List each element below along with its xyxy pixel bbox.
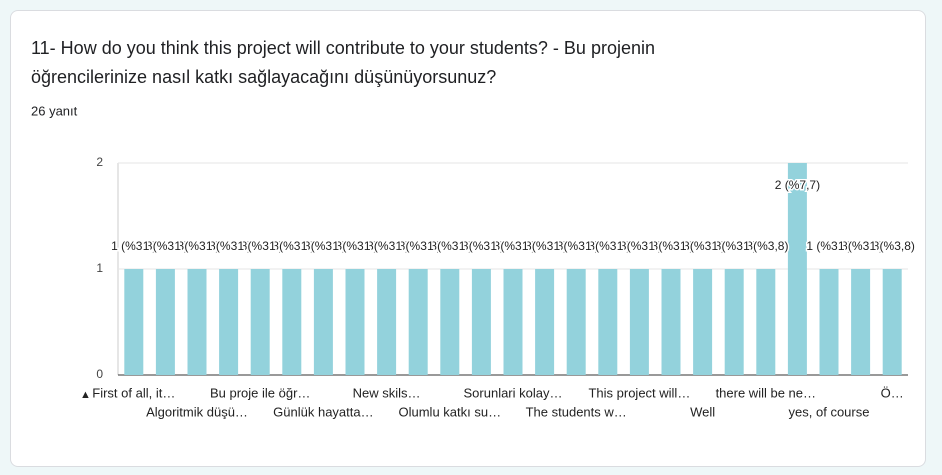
value-label: 1 (%3,8) [712,239,757,253]
value-label: 1 (%3,8) [490,239,535,253]
bar [566,269,586,375]
value-label: 1 (%3,8) [743,239,788,253]
y-tick-label: 2 [96,155,103,169]
bar [819,269,839,375]
bar [219,269,239,375]
bar [724,269,744,375]
value-label: 1 (%3,8) [269,239,314,253]
title: öğrencilerinize nasıl katkı sağlayacağın… [31,67,496,87]
bar [471,269,491,375]
bar [693,269,713,375]
value-label: 1 (%3,8) [522,239,567,253]
value-label: 1 (%3,8) [617,239,662,253]
title: 11- How do you think this project will c… [31,38,655,58]
x-tick-label: The students w… [526,404,627,419]
value-label: 1 (%3,8) [206,239,251,253]
value-label: 1 (%3,8) [585,239,630,253]
value-label: 1 (%3,8) [806,239,851,253]
bar [282,269,302,375]
value-label: 1 (%3,8) [554,239,599,253]
x-tick-label: Sorunlari kolay… [464,385,563,400]
x-tick-label: yes, of course [789,404,870,419]
bar [787,163,807,375]
bar [377,269,397,375]
x-tick-label: Olumlu katkı su… [399,404,502,419]
bar [851,269,871,375]
axis-nav[interactable]: ▲ [80,389,91,401]
x-tick-label: Bu proje ile öğr… [210,385,310,400]
x-tick-label: Algoritmik düşü… [146,404,248,419]
value-label: 1 (%3,8) [648,239,693,253]
card [10,10,926,467]
bar [124,269,144,375]
x-tick-label: Günlük hayatta… [273,404,373,419]
bar [313,269,333,375]
value-label: 1 (%3,8) [301,239,346,253]
x-tick-label: there will be ne… [716,385,816,400]
value-label: 1 (%3,8) [111,239,156,253]
bar [535,269,555,375]
bar [661,269,681,375]
value-label: 2 (%7,7) [775,178,820,192]
y-tick-label: 0 [96,367,103,381]
x-tick-label: Well [690,404,715,419]
value-label: 1 (%3,8) [680,239,725,253]
bar [408,269,428,375]
value-label: 1 (%3,8) [870,239,915,253]
bar [756,269,776,375]
bar [187,269,207,375]
value-label: 1 (%3,8) [174,239,219,253]
response-count: 26 yanıt [31,103,78,118]
bar [598,269,618,375]
value-label: 1 (%3,8) [838,239,883,253]
bar [440,269,460,375]
value-label: 1 (%3,8) [459,239,504,253]
x-tick-label: First of all, it… [92,385,175,400]
value-label: 1 (%3,8) [427,239,472,253]
value-label: 1 (%3,8) [143,239,188,253]
value-label: 1 (%3,8) [238,239,283,253]
x-tick-label: Ö… [881,385,904,400]
x-tick-label: New skils… [353,385,421,400]
value-label: 1 (%3,8) [364,239,409,253]
bar [882,269,902,375]
value-label: 1 (%3,8) [396,239,441,253]
y-tick-label: 1 [96,261,103,275]
bar [503,269,523,375]
bar [155,269,175,375]
bar [250,269,270,375]
value-label: 1 (%3,8) [332,239,377,253]
x-tick-label: This project will… [588,385,690,400]
bar [345,269,365,375]
bar [629,269,649,375]
